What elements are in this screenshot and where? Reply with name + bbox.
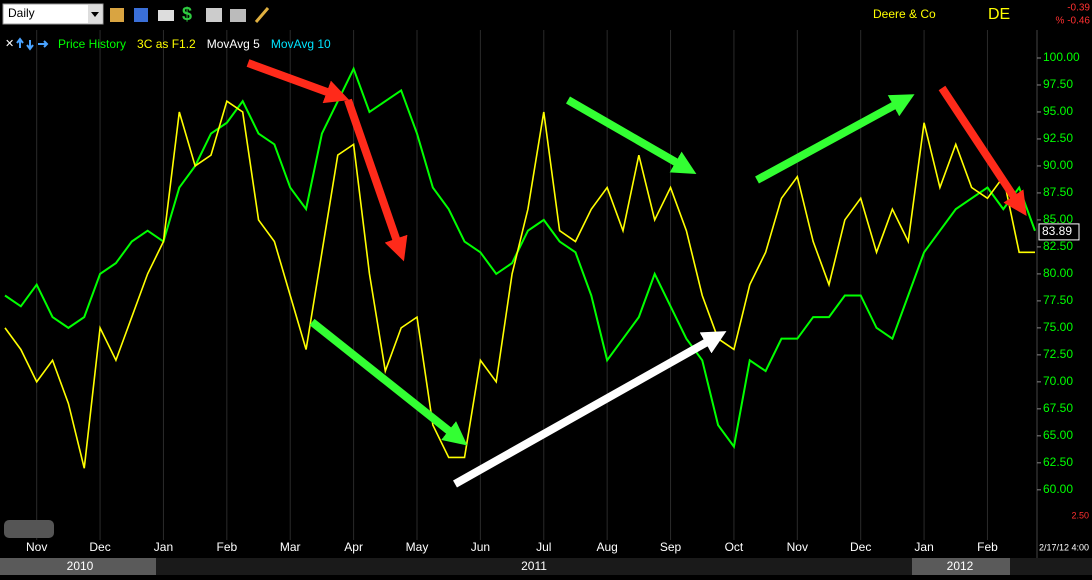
interval-label: Daily — [8, 6, 35, 20]
y-tick-label: 70.00 — [1043, 374, 1073, 388]
interval-select[interactable] — [2, 3, 104, 25]
annotation-arrows — [246, 59, 1027, 488]
draw-icon[interactable] — [254, 7, 270, 23]
x-tick-label: Feb — [977, 540, 998, 554]
legend-right[interactable] — [38, 40, 49, 48]
red-arrow — [938, 85, 1027, 217]
y-tick-label: 95.00 — [1043, 104, 1073, 118]
x-tick-label: Apr — [344, 540, 363, 554]
last-price-box — [1038, 223, 1080, 241]
year-bar-segment — [912, 558, 1010, 575]
x-tick-label: Jan — [154, 540, 173, 554]
x-tick-label: Dec — [89, 540, 110, 554]
open-icon[interactable] — [110, 8, 124, 22]
series-line — [4, 99, 1035, 469]
window-icon[interactable] — [230, 9, 246, 22]
x-tick-label: Jun — [471, 540, 490, 554]
y-tick-label: 65.00 — [1043, 428, 1073, 442]
y-tick-label: 75.00 — [1043, 320, 1073, 334]
lower-value: 2.50 — [1071, 510, 1089, 520]
series-line — [4, 66, 1036, 450]
y-tick-label: 60.00 — [1043, 482, 1073, 496]
x-tick-label: Dec — [850, 540, 871, 554]
x-tick-label: Jan — [914, 540, 933, 554]
y-tick-label: 92.50 — [1043, 131, 1073, 145]
legend-entry[interactable]: MovAvg 10 — [271, 37, 331, 51]
legend: ✕ Price History 3C as F1.2 MovAvg 5 MovAvg … — [5, 37, 331, 51]
x-tick-label: Nov — [26, 540, 47, 554]
year-bar-segment — [0, 558, 156, 575]
dollar-icon[interactable]: $ — [182, 4, 192, 24]
print-icon[interactable] — [206, 8, 222, 22]
save-icon[interactable] — [134, 8, 148, 22]
green-arrow — [755, 94, 915, 184]
year-bar — [0, 558, 1092, 575]
mail-icon[interactable] — [158, 10, 174, 21]
company-name: Deere & Co — [873, 7, 936, 21]
green-arrow — [309, 318, 468, 446]
y-tick-label: 77.50 — [1043, 293, 1073, 307]
x-tick-label: Mar — [280, 540, 301, 554]
x-tick-label: Feb — [217, 540, 238, 554]
legend-up[interactable] — [16, 37, 24, 48]
series — [4, 66, 1036, 469]
toolbar — [0, 0, 1092, 30]
x-tick-label: Aug — [596, 540, 617, 554]
year-label: 2012 — [947, 559, 974, 573]
change-percent: % -0.46 — [1056, 16, 1091, 27]
y-tick-label: 97.50 — [1043, 77, 1073, 91]
legend-entry[interactable]: 3C as F1.2 — [137, 37, 196, 51]
x-tick-label: Oct — [725, 540, 744, 554]
legend-controls[interactable]: ✕ — [5, 38, 14, 50]
dropdown-arrow — [91, 12, 99, 17]
y-tick-label: 67.50 — [1043, 401, 1073, 415]
toolbar-icons: $ — [110, 4, 270, 24]
y-tick-label: 62.50 — [1043, 455, 1073, 469]
change: -0.39 — [1067, 3, 1090, 14]
green-arrow — [566, 96, 697, 174]
year-label: 2010 — [67, 559, 94, 573]
red-arrow — [246, 59, 350, 104]
white-arrow — [453, 331, 727, 488]
y-tick-label: 80.00 — [1043, 266, 1073, 280]
y-tick-label: 90.00 — [1043, 158, 1073, 172]
y-tick-label: 72.50 — [1043, 347, 1073, 361]
last-price-label: 83.89 — [1042, 224, 1072, 238]
symbol: DE — [988, 6, 1010, 23]
red-arrow — [344, 98, 408, 262]
y-tick-label: 82.50 — [1043, 239, 1073, 253]
y-tick-label: 87.50 — [1043, 185, 1073, 199]
x-tick-label: Nov — [787, 540, 808, 554]
legend-entry[interactable]: Price History — [58, 37, 126, 51]
legend-entry[interactable]: MovAvg 5 — [207, 37, 260, 51]
year-label: 2011 — [521, 559, 547, 573]
y-tick-label: 100.00 — [1043, 50, 1080, 64]
x-tick-label: May — [406, 540, 429, 554]
legend-down[interactable] — [26, 40, 34, 51]
grid — [36, 30, 988, 540]
x-tick-label: Jul — [536, 540, 551, 554]
timestamp: 2/17/12 4:00 — [1039, 542, 1089, 552]
x-tick-label: Sep — [660, 540, 682, 554]
scroll-button[interactable] — [4, 520, 54, 538]
y-tick-label: 85.00 — [1043, 212, 1073, 226]
